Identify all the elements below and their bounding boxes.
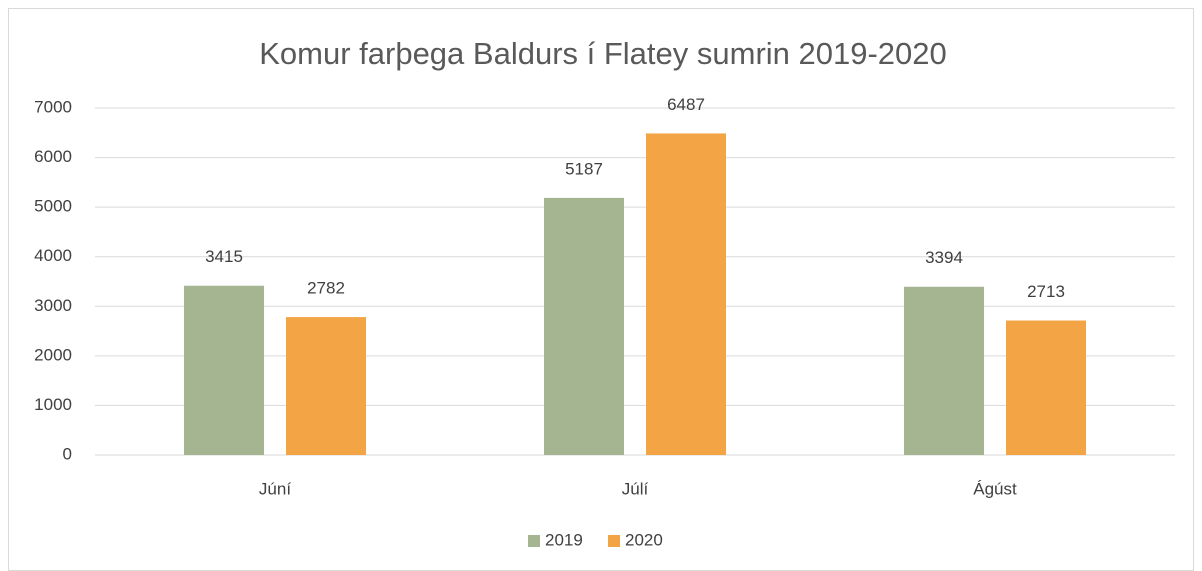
data-label: 5187 (565, 159, 603, 178)
y-tick-label: 5000 (34, 197, 72, 216)
legend-label: 2019 (545, 530, 583, 549)
x-tick-label: Júlí (622, 479, 649, 498)
y-tick-label: 3000 (34, 296, 72, 315)
bar (1006, 320, 1086, 455)
y-tick-label: 6000 (34, 147, 72, 166)
data-label: 3415 (205, 247, 243, 266)
bar (184, 285, 264, 455)
x-tick-label: Júní (259, 479, 291, 498)
data-label: 6487 (667, 95, 705, 114)
legend-swatch (608, 535, 620, 547)
bar (544, 197, 624, 456)
legend-label: 2020 (625, 530, 663, 549)
x-tick-label: Ágúst (973, 479, 1017, 498)
data-label: 2782 (307, 279, 345, 298)
y-tick-label: 1000 (34, 395, 72, 414)
y-tick-label: 7000 (34, 97, 72, 116)
y-tick-label: 4000 (34, 246, 72, 265)
bar (904, 286, 984, 455)
y-tick-label: 0 (63, 444, 72, 463)
bar (646, 133, 726, 455)
bar (286, 317, 366, 455)
y-tick-label: 2000 (34, 345, 72, 364)
data-label: 3394 (925, 248, 963, 267)
chart-title: Komur farþega Baldurs í Flatey sumrin 20… (259, 36, 947, 71)
data-label: 2713 (1027, 282, 1065, 301)
legend-swatch (528, 535, 540, 547)
